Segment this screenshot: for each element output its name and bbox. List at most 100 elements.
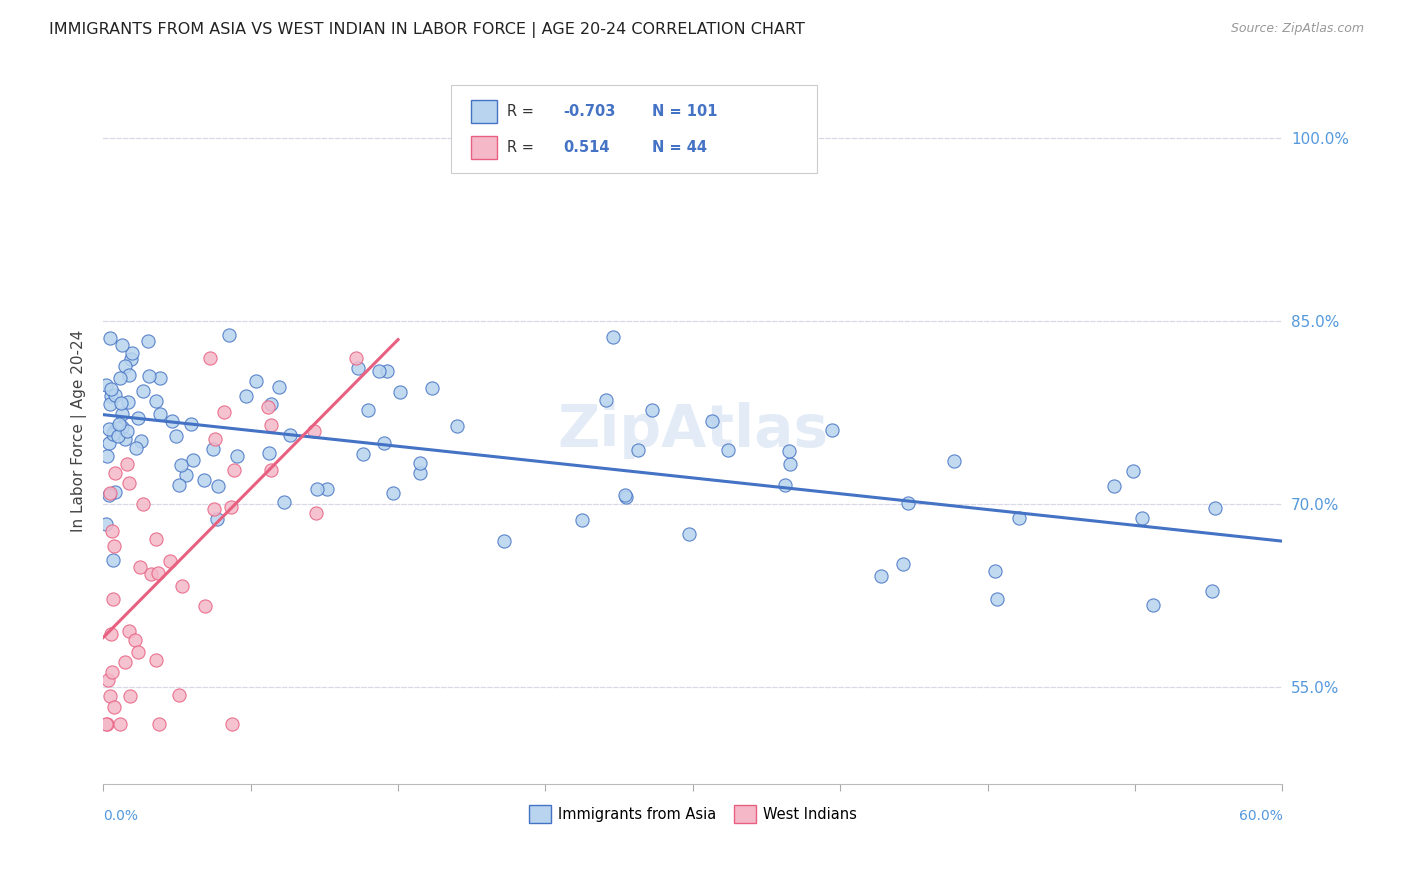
- Text: ZipAtlas: ZipAtlas: [557, 402, 828, 459]
- Point: [245, 374, 267, 388]
- Point: [316, 482, 339, 496]
- Point: [368, 363, 391, 377]
- Point: [194, 599, 217, 614]
- Point: [1102, 479, 1125, 493]
- Point: [111, 419, 134, 434]
- Point: [114, 655, 136, 669]
- Point: [101, 524, 124, 538]
- Text: N = 44: N = 44: [651, 140, 707, 155]
- Point: [98, 331, 121, 345]
- Point: [1201, 584, 1223, 599]
- Point: [207, 479, 229, 493]
- Point: [127, 411, 149, 425]
- Point: [778, 444, 800, 458]
- Text: N = 101: N = 101: [651, 103, 717, 119]
- Point: [717, 442, 740, 457]
- Point: [131, 434, 153, 449]
- Point: [212, 404, 235, 418]
- Point: [943, 453, 966, 467]
- Text: -0.703: -0.703: [564, 103, 616, 119]
- FancyBboxPatch shape: [451, 85, 817, 173]
- Point: [146, 566, 169, 581]
- Point: [891, 558, 914, 572]
- Point: [779, 457, 801, 471]
- Point: [375, 364, 398, 378]
- Text: 60.0%: 60.0%: [1239, 809, 1282, 823]
- Point: [219, 500, 242, 515]
- Point: [267, 379, 290, 393]
- Point: [181, 453, 204, 467]
- Point: [132, 384, 155, 399]
- Point: [108, 716, 131, 731]
- Point: [257, 446, 280, 460]
- Point: [235, 389, 257, 403]
- Point: [104, 388, 127, 402]
- Point: [305, 506, 328, 520]
- Text: R =: R =: [506, 103, 538, 119]
- Point: [98, 397, 121, 411]
- Point: [224, 463, 246, 477]
- Point: [166, 429, 188, 443]
- Point: [128, 560, 150, 574]
- Text: 0.514: 0.514: [564, 140, 610, 155]
- Point: [117, 457, 139, 471]
- Point: [614, 488, 637, 502]
- Point: [120, 689, 142, 703]
- Point: [103, 699, 125, 714]
- Point: [302, 424, 325, 438]
- Point: [1204, 501, 1226, 516]
- Point: [1130, 511, 1153, 525]
- Point: [160, 414, 183, 428]
- Point: [218, 327, 240, 342]
- Point: [273, 495, 295, 509]
- Point: [627, 443, 650, 458]
- Point: [409, 467, 432, 481]
- Point: [107, 429, 129, 443]
- Point: [409, 456, 432, 470]
- Point: [307, 483, 329, 497]
- Point: [103, 552, 125, 566]
- Point: [96, 716, 118, 731]
- Point: [159, 554, 181, 568]
- Point: [127, 645, 149, 659]
- Point: [101, 665, 124, 680]
- Point: [869, 569, 891, 583]
- Y-axis label: In Labor Force | Age 20-24: In Labor Force | Age 20-24: [72, 330, 87, 533]
- Point: [257, 400, 280, 414]
- Point: [114, 359, 136, 373]
- Legend: Immigrants from Asia, West Indians: Immigrants from Asia, West Indians: [529, 805, 856, 823]
- Point: [381, 485, 404, 500]
- Point: [352, 447, 374, 461]
- Point: [124, 632, 146, 647]
- Point: [120, 351, 142, 366]
- Point: [571, 513, 593, 527]
- Point: [897, 496, 920, 510]
- Point: [97, 673, 120, 687]
- Point: [193, 473, 215, 487]
- Point: [125, 442, 148, 456]
- Point: [100, 389, 122, 403]
- Point: [344, 351, 367, 365]
- Point: [347, 361, 370, 376]
- Point: [104, 466, 127, 480]
- Point: [278, 428, 301, 442]
- Point: [614, 490, 637, 504]
- Point: [115, 425, 138, 439]
- Point: [678, 527, 700, 541]
- FancyBboxPatch shape: [471, 136, 498, 159]
- Point: [149, 407, 172, 421]
- Text: R =: R =: [506, 140, 543, 155]
- Point: [148, 716, 170, 731]
- Point: [773, 477, 796, 491]
- Point: [446, 419, 468, 434]
- Point: [149, 370, 172, 384]
- Point: [139, 567, 162, 582]
- Point: [260, 397, 283, 411]
- Point: [111, 407, 134, 421]
- Text: 0.0%: 0.0%: [103, 809, 138, 823]
- Point: [176, 467, 198, 482]
- Point: [117, 624, 139, 639]
- Point: [492, 534, 515, 549]
- Point: [205, 511, 228, 525]
- FancyBboxPatch shape: [471, 100, 498, 123]
